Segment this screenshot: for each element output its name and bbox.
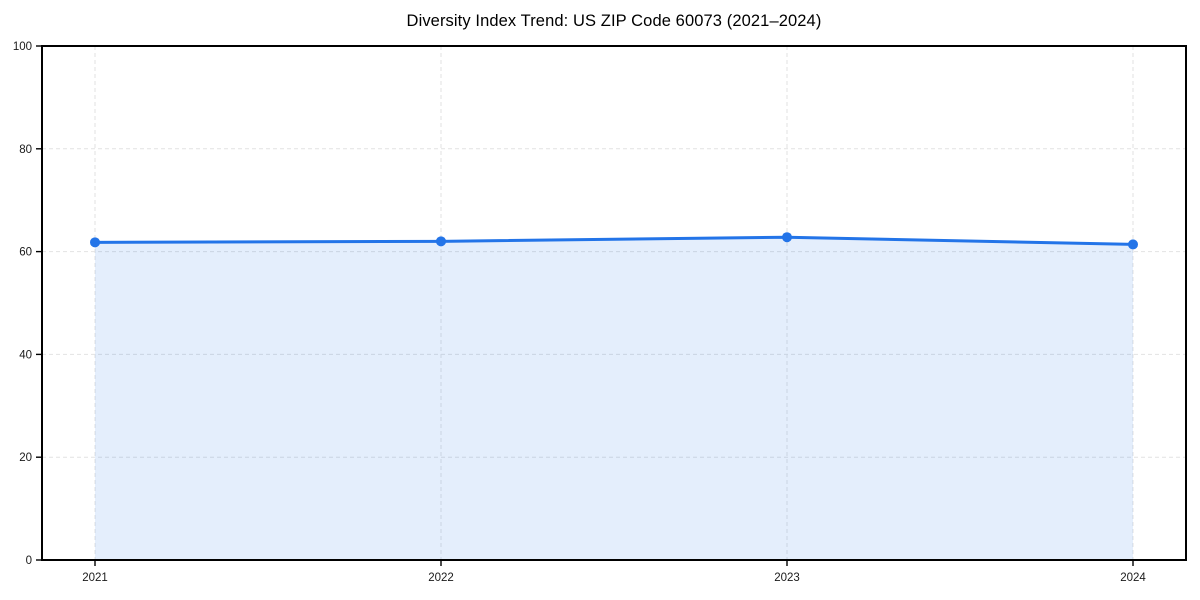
y-tick-label: 0	[26, 555, 32, 567]
y-tick-label: 40	[19, 349, 32, 361]
y-tick-label: 20	[19, 452, 32, 464]
y-tick-label: 100	[13, 41, 32, 53]
y-tick-label: 80	[19, 144, 32, 156]
plot-frame	[41, 45, 1187, 561]
data-point-2022	[436, 236, 446, 247]
area-fill	[95, 237, 1133, 560]
data-point-2021	[90, 237, 100, 248]
x-tick-label: 2024	[1120, 572, 1146, 584]
x-tick-label: 2023	[774, 572, 800, 584]
y-tick-label: 60	[19, 247, 32, 259]
data-point-2023	[782, 232, 792, 243]
trend-line	[93, 235, 1135, 246]
x-tick-label: 2021	[82, 572, 108, 584]
chart-title: Diversity Index Trend: US ZIP Code 60073…	[406, 12, 822, 30]
data-point-2024	[1128, 239, 1138, 250]
x-tick-label: 2022	[428, 572, 454, 584]
